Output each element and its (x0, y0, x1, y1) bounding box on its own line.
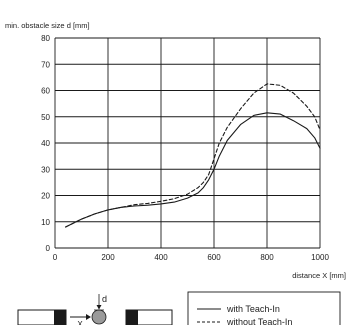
x-tick-label: 0 (53, 253, 58, 262)
x-tick-label: 1000 (311, 253, 329, 262)
d-arrowhead (96, 305, 102, 310)
legend-label-without-teach-in: without Teach-In (226, 317, 292, 325)
y-tick-label: 10 (41, 218, 50, 227)
y-tick-label: 70 (41, 60, 50, 69)
y-tick-label: 30 (41, 165, 50, 174)
y-tick-label: 60 (41, 87, 50, 96)
x-arrowhead (86, 314, 91, 320)
series-line-with-teach-in (65, 112, 321, 228)
x-axis-label: distance X [mm] (292, 271, 346, 280)
series-line-without-teach-in (65, 83, 321, 228)
y-axis-label: min. obstacle size d [mm] (5, 21, 90, 30)
legend-label-with-teach-in: with Teach-In (226, 304, 280, 314)
y-tick-labels: 0 10 20 30 40 50 60 70 80 (41, 34, 50, 253)
legend: with Teach-In without Teach-In (187, 291, 341, 325)
y-tick-label: 50 (41, 113, 50, 122)
d-label: d (102, 294, 107, 304)
y-tick-label: 40 (41, 139, 50, 148)
y-tick-label: 0 (46, 244, 51, 253)
right-sensor-face (126, 310, 138, 325)
grid (54, 37, 321, 249)
sensor-diagram: X d (17, 294, 173, 325)
y-tick-label: 80 (41, 34, 50, 43)
x-tick-label: 200 (101, 253, 115, 262)
left-sensor-face (54, 310, 66, 325)
x-tick-label: 600 (207, 253, 221, 262)
y-tick-label: 20 (41, 192, 50, 201)
series-lines (65, 83, 321, 228)
x-tick-labels: 0 200 400 600 800 1000 (53, 253, 330, 262)
obstacle-ball (91, 309, 107, 325)
x-arrow-label: X (77, 320, 83, 325)
x-tick-label: 400 (154, 253, 168, 262)
x-tick-label: 800 (260, 253, 274, 262)
